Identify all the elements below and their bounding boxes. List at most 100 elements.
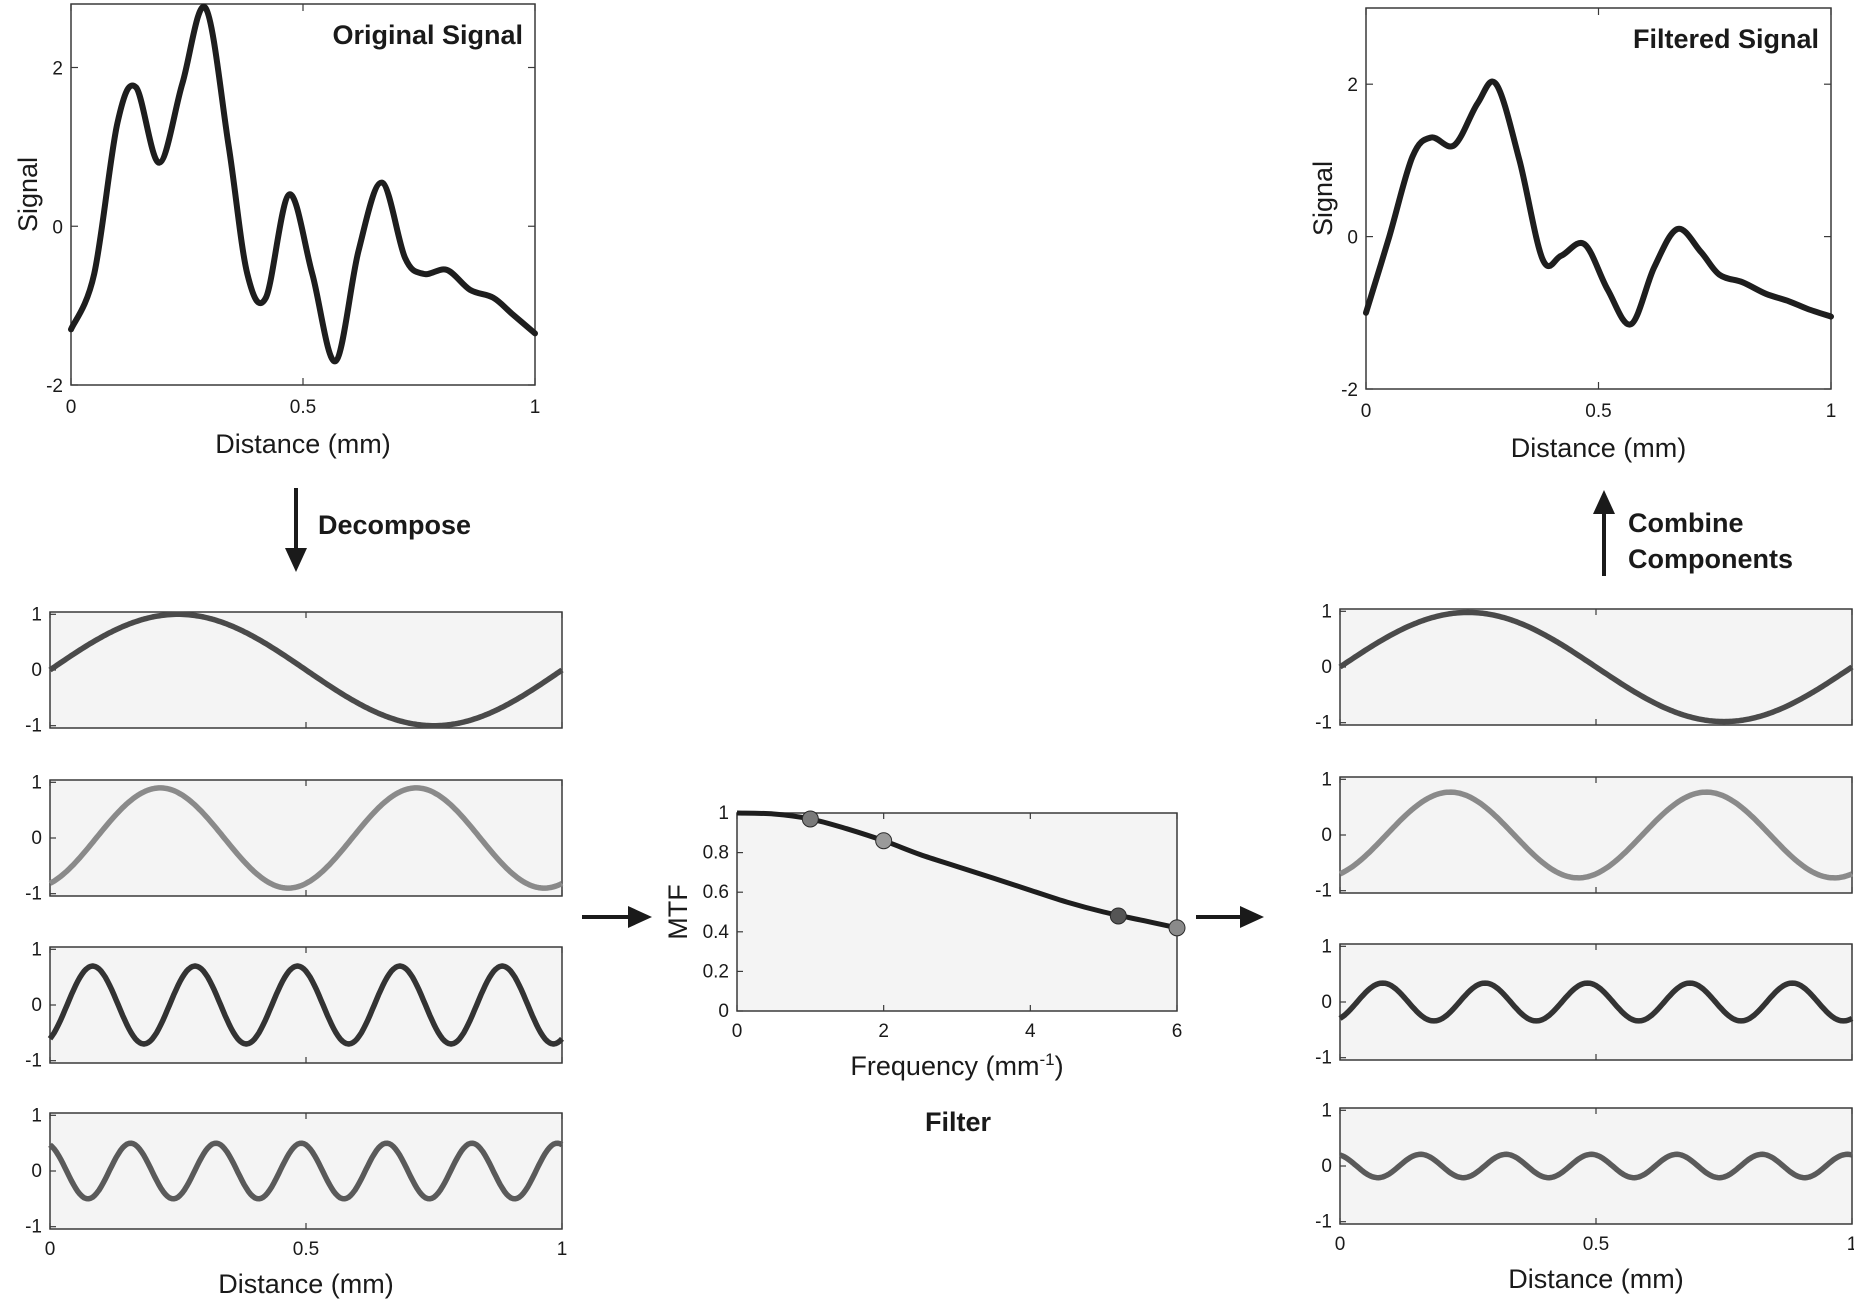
filt-components-panel-1-y-tick-label: -1: [1315, 713, 1332, 734]
original-signal-line: [68, 3, 538, 365]
mtf-sample-point: [1109, 907, 1127, 925]
mtf-y-tick-label: 0.6: [703, 882, 729, 903]
filtered-y-tick-label: 2: [1347, 75, 1358, 96]
mtf-y-tick-label: 0.8: [703, 843, 729, 864]
orig-components-x-tick-label: 0.5: [293, 1239, 319, 1260]
filt-components-panel-4-y-tick-label: -1: [1315, 1212, 1332, 1233]
orig-components-panel-2-y-tick-label: 0: [31, 828, 42, 849]
filtered-y-tick-label: -2: [1341, 380, 1358, 401]
orig-components-panel-3-y-tick-label: -1: [25, 1051, 42, 1072]
original-x-tick-label: 1: [530, 397, 541, 418]
arrow-out-of-filter: [1196, 906, 1264, 928]
mtf-filter-chart: 0 2 4 6 0 0.2 0.4 0.6 0.8 1 Frequency (mm-1) MTF: [663, 803, 1186, 1081]
filt-components-panel-3-y-tick-label: 0: [1321, 992, 1332, 1013]
mtf-x-tick-label: 6: [1172, 1021, 1183, 1042]
filt-components-panel-4-y-tick-label: 1: [1321, 1100, 1332, 1121]
combine-arrow: [1593, 490, 1615, 576]
mtf-y-tick-label: 0.4: [703, 922, 730, 943]
filtered-signal-line: [1363, 78, 1834, 328]
decompose-arrow: [285, 488, 307, 572]
filt-components-panel-1-y-tick-label: 0: [1321, 657, 1332, 678]
orig-components-panel-2-frame: [49, 779, 563, 897]
original-y-tick-label: 0: [52, 217, 63, 238]
mtf-x-axis-label-main: Frequency (mm: [850, 1051, 1039, 1081]
filtered-x-tick-label: 0: [1361, 401, 1372, 422]
original-x-axis-label: Distance (mm): [215, 429, 391, 459]
orig-components-panel-1-y-tick-label: 0: [31, 660, 42, 681]
orig-components-panel-4-y-tick-label: -1: [25, 1217, 42, 1238]
filt-components-panel-4-y-tick-label: 0: [1321, 1156, 1332, 1177]
original-y-tick-label: 2: [52, 59, 63, 80]
filt-components-x-axis-label: Distance (mm): [1508, 1264, 1684, 1294]
mtf-y-axis-label: MTF: [663, 884, 693, 939]
orig-components-panel-1-y-tick-label: 1: [31, 604, 42, 625]
orig-components-x-tick-label: 1: [557, 1239, 568, 1260]
filt-components-x-tick-label: 0.5: [1583, 1234, 1609, 1255]
mtf-x-axis-label: Frequency (mm-1): [850, 1050, 1063, 1081]
filtered-y-axis-label: Signal: [1308, 161, 1338, 236]
orig-components-panel-2-y-tick-label: -1: [25, 884, 42, 905]
original-plot-frame: [70, 3, 536, 386]
filt-components-panel-4-frame: [1339, 1107, 1853, 1225]
mtf-x-axis-label-superscript: -1: [1039, 1050, 1054, 1069]
orig-components-panel-4-y-tick-label: 0: [31, 1161, 42, 1182]
mtf-y-tick-label: 0: [718, 1001, 729, 1022]
combine-label-line2: Components: [1628, 544, 1793, 574]
orig-components-panel-2-y-tick-label: 1: [31, 772, 42, 793]
orig-components-panel-1-sinusoid: [48, 611, 564, 729]
filt-components-x-tick-label: 1: [1847, 1234, 1854, 1255]
mtf-x-tick-label: 2: [878, 1021, 889, 1042]
original-title: Original Signal: [332, 20, 523, 50]
combine-label-line1: Combine: [1628, 508, 1744, 538]
filtered-x-tick-label: 0.5: [1585, 401, 1611, 422]
mtf-sample-point: [875, 832, 893, 850]
orig-components-panel-1-y-tick-label: -1: [25, 716, 42, 737]
mtf-sample-point: [1168, 919, 1186, 937]
mtf-sample-point: [801, 810, 819, 828]
filtered-x-axis-label: Distance (mm): [1511, 433, 1687, 463]
orig-components-panel-4-sinusoid: [48, 1140, 564, 1202]
mtf-y-tick-label: 0.2: [703, 961, 729, 982]
mtf-x-tick-label: 0: [732, 1021, 743, 1042]
filt-components-panel-3-y-tick-label: -1: [1315, 1048, 1332, 1069]
orig-components-panel-2-sinusoid: [48, 785, 564, 891]
filt-components-panel-2-y-tick-label: -1: [1315, 881, 1332, 902]
filt-components-panel-3-y-tick-label: 1: [1321, 936, 1332, 957]
filt-components-panel-4-sinusoid: [1339, 1151, 1853, 1181]
original-x-tick-label: 0: [66, 397, 77, 418]
filt-components-panel-1-sinusoid: [1338, 609, 1854, 725]
filtered-y-tick-label: 0: [1347, 228, 1358, 249]
filtered-plot-frame: [1365, 7, 1832, 390]
decompose-label: Decompose: [318, 510, 471, 540]
orig-components-panel-4-frame: [49, 1112, 563, 1230]
orig-components-panel-4-y-tick-label: 1: [31, 1105, 42, 1126]
filt-components-panel-1-y-tick-label: 1: [1321, 601, 1332, 622]
filt-components-panel-3-frame: [1339, 943, 1853, 1061]
orig-components-panel-3-y-tick-label: 1: [31, 939, 42, 960]
filt-components-panel-2-y-tick-label: 1: [1321, 769, 1332, 790]
orig-components-panel-3-y-tick-label: 0: [31, 995, 42, 1016]
filtered-title: Filtered Signal: [1633, 24, 1819, 54]
original-y-axis-label: Signal: [13, 157, 43, 232]
filt-components-x-tick-label: 0: [1335, 1234, 1346, 1255]
filt-components-panel-2-sinusoid: [1338, 789, 1854, 881]
mtf-x-axis-label-suffix: ): [1055, 1051, 1064, 1081]
orig-components-x-tick-label: 0: [45, 1239, 56, 1260]
mtf-x-tick-label: 4: [1025, 1021, 1036, 1042]
filt-components-panel-2-y-tick-label: 0: [1321, 825, 1332, 846]
filt-components-panel-3-sinusoid: [1338, 980, 1854, 1024]
orig-components-panel-3-sinusoid: [47, 963, 564, 1047]
orig-components-x-axis-label: Distance (mm): [218, 1269, 394, 1299]
filter-label: Filter: [925, 1107, 992, 1137]
arrow-into-filter: [582, 906, 652, 928]
original-x-tick-label: 0.5: [290, 397, 316, 418]
orig-components-panel-3-frame: [49, 946, 563, 1064]
original-y-tick-label: -2: [46, 376, 63, 397]
filtered-x-tick-label: 1: [1826, 401, 1837, 422]
mtf-y-tick-label: 1: [718, 803, 729, 824]
